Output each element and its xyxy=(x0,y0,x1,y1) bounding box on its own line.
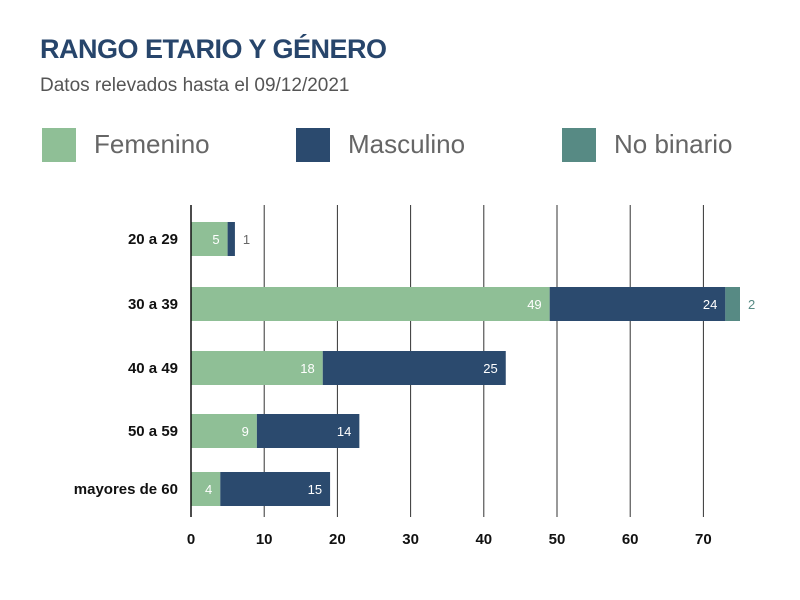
value-label-femenino-4: 4 xyxy=(205,482,212,497)
legend-swatch-no-binario xyxy=(562,128,596,162)
value-label-femenino-0: 5 xyxy=(212,232,219,247)
x-tick-label-50: 50 xyxy=(549,531,566,548)
value-label-femenino-3: 9 xyxy=(242,424,249,439)
x-tick-label-20: 20 xyxy=(329,531,346,548)
x-tick-label-30: 30 xyxy=(402,531,419,548)
bar-no-binario-1 xyxy=(725,287,740,321)
category-label-4: mayores de 60 xyxy=(74,481,178,498)
bar-masculino-3 xyxy=(256,414,360,448)
value-label-femenino-1: 49 xyxy=(527,297,541,312)
bar-femenino-3 xyxy=(191,414,257,448)
bar-femenino-0 xyxy=(191,222,228,256)
legend-swatch-masculino xyxy=(296,128,330,162)
category-label-2: 40 a 49 xyxy=(128,360,178,377)
value-label-masculino-1: 24 xyxy=(703,297,717,312)
bar-masculino-4 xyxy=(220,472,331,506)
x-tick-label-70: 70 xyxy=(695,531,712,548)
x-tick-label-60: 60 xyxy=(622,531,639,548)
value-label-masculino-4: 15 xyxy=(308,482,322,497)
value-label-no-binario-1: 2 xyxy=(748,297,755,312)
bar-femenino-2 xyxy=(191,351,323,385)
bar-masculino-0 xyxy=(227,222,235,256)
value-label-masculino-3: 14 xyxy=(337,424,351,439)
x-tick-label-40: 40 xyxy=(475,531,492,548)
category-label-0: 20 a 29 xyxy=(128,231,178,248)
chart-title: RANGO ETARIO Y GÉNERO xyxy=(40,34,387,64)
bar-femenino-1 xyxy=(191,287,550,321)
category-label-3: 50 a 59 xyxy=(128,423,178,440)
chart-subtitle: Datos relevados hasta el 09/12/2021 xyxy=(40,75,350,96)
value-label-masculino-2: 25 xyxy=(483,361,497,376)
bar-masculino-2 xyxy=(322,351,506,385)
legend-label-femenino: Femenino xyxy=(94,129,210,159)
legend-label-masculino: Masculino xyxy=(348,129,466,159)
bar-femenino-4 xyxy=(191,472,221,506)
legend-swatch-femenino xyxy=(42,128,76,162)
legend-label-no-binario: No binario xyxy=(614,129,733,159)
bar-masculino-1 xyxy=(549,287,726,321)
x-tick-label-10: 10 xyxy=(256,531,273,548)
value-label-femenino-2: 18 xyxy=(300,361,314,376)
x-tick-label-0: 0 xyxy=(187,531,195,548)
value-label-masculino-0: 1 xyxy=(243,232,250,247)
category-label-1: 30 a 39 xyxy=(128,296,178,313)
